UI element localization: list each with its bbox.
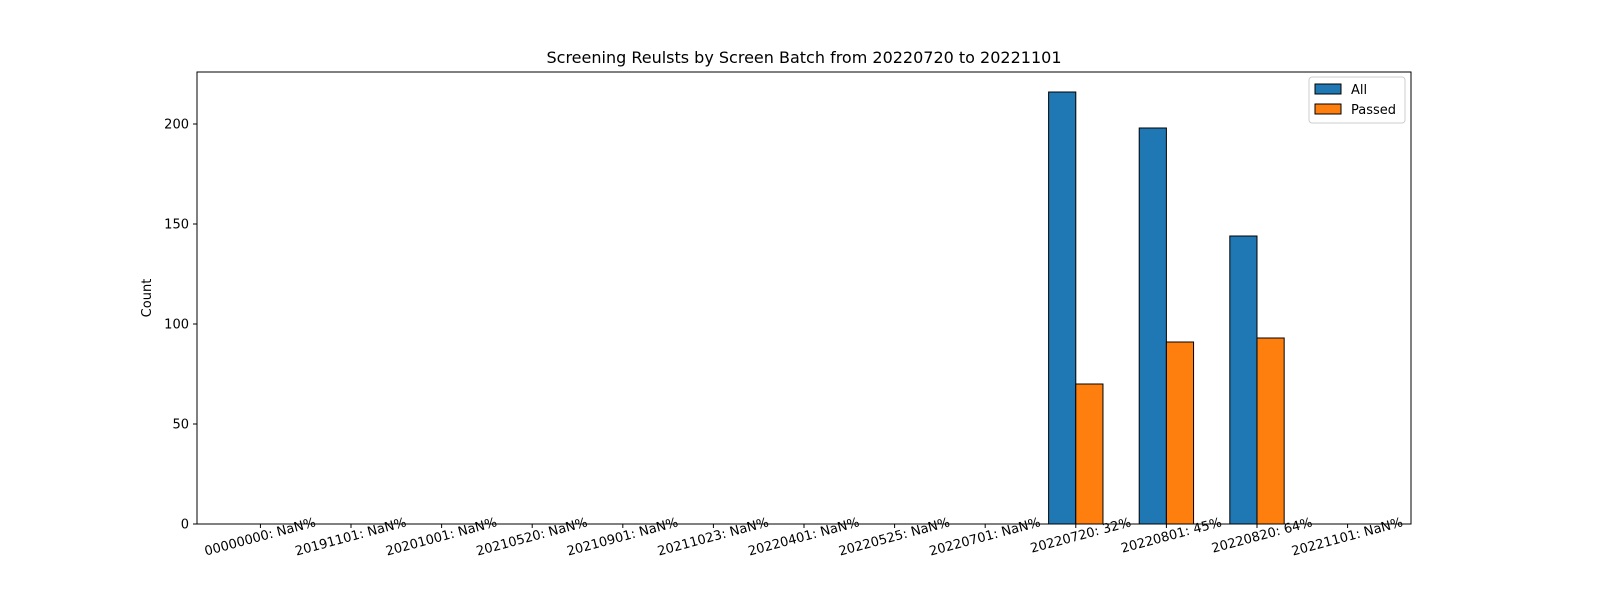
legend-swatch-all bbox=[1314, 83, 1342, 95]
bar-passed-10 bbox=[1165, 341, 1195, 525]
y-axis: 0 50 100 150 200 bbox=[164, 118, 197, 533]
bar-all-9 bbox=[1048, 91, 1077, 525]
bar-all-11 bbox=[1229, 235, 1258, 525]
bar-passed-11 bbox=[1256, 337, 1285, 525]
chart-title: Screening Reulsts by Screen Batch from 2… bbox=[546, 48, 1061, 67]
y-tick-label-4: 200 bbox=[164, 118, 189, 133]
legend: All Passed bbox=[1308, 76, 1406, 124]
legend-label-passed: Passed bbox=[1351, 103, 1396, 118]
y-tick-label-1: 50 bbox=[172, 418, 189, 433]
y-tick-label-2: 100 bbox=[164, 318, 189, 333]
y-tick-label-3: 150 bbox=[164, 218, 189, 233]
y-axis-label: Count bbox=[140, 279, 155, 318]
bar-passed-9 bbox=[1075, 383, 1104, 525]
bar-all-10 bbox=[1138, 127, 1167, 525]
legend-label-all: All bbox=[1351, 83, 1367, 98]
bars-group bbox=[1048, 91, 1285, 525]
y-tick-label-0: 0 bbox=[181, 518, 189, 533]
legend-swatch-passed bbox=[1314, 103, 1342, 115]
